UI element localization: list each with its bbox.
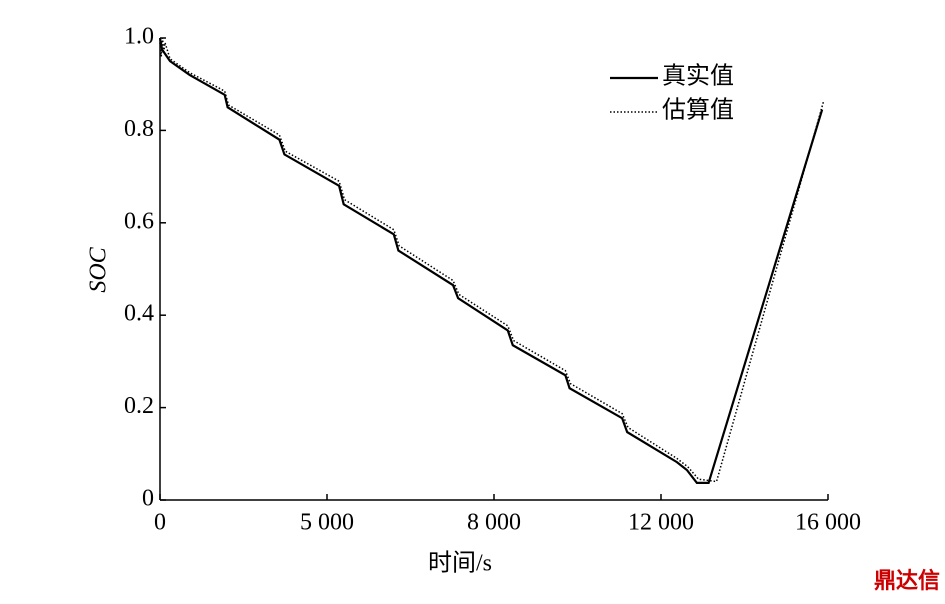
y-tick-label: 1.0 [124,24,154,50]
x-axis-label: 时间/s [428,550,492,577]
y-tick-label: 0.2 [124,393,154,419]
watermark: 鼎达信 [874,568,940,594]
y-tick-label: 0.4 [124,301,154,327]
x-tick-label: 16 000 [795,510,861,536]
legend-label: 真实值 [662,63,734,90]
y-axis-label: SOC [86,246,112,292]
legend-label: 估算值 [662,97,734,124]
y-tick-label: 0.6 [124,208,154,234]
y-tick-label: 0.8 [124,116,154,142]
y-tick-label: 0 [142,486,154,512]
series-line [159,37,825,483]
x-tick-label: 5 000 [300,510,354,536]
x-tick-label: 0 [154,510,166,536]
x-tick-label: 12 000 [628,510,694,536]
x-tick-label: 8 000 [467,510,521,536]
series-line [158,37,824,485]
